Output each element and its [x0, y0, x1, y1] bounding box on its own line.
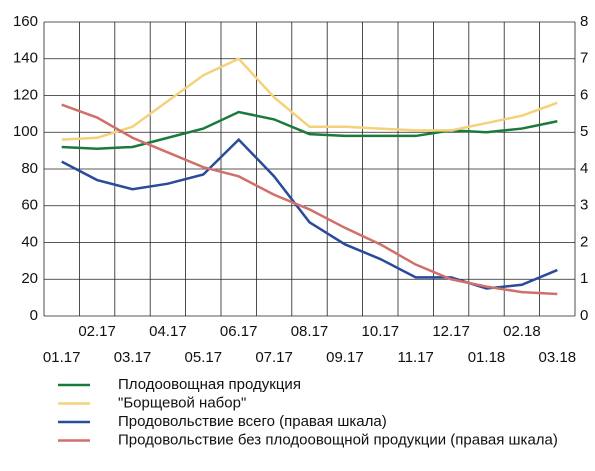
y-tick-label: 160	[13, 13, 38, 30]
y2-tick-label: 3	[580, 197, 588, 214]
x-tick-label: 03.17	[114, 349, 152, 366]
y-tick-label: 120	[13, 86, 38, 103]
x-tick-label: 12.17	[432, 323, 470, 340]
y-tick-label: 80	[21, 160, 38, 177]
x-tick-label: 07.17	[255, 349, 293, 366]
series-line	[61, 57, 558, 141]
y-tick-label: 60	[21, 197, 38, 214]
x-tick-label: 05.17	[185, 349, 223, 366]
y2-tick-label: 7	[580, 50, 588, 67]
x-tick-label: 03.18	[539, 349, 577, 366]
series-line	[61, 103, 558, 296]
series-line	[61, 137, 558, 290]
y-tick-label: 20	[21, 270, 38, 287]
x-tick-label: 06.17	[220, 323, 258, 340]
legend-label: "Борщевой набор"	[118, 394, 246, 411]
series-line	[61, 110, 558, 151]
legend-label: Плодоовощная продукция	[118, 376, 301, 393]
x-tick-label: 02.18	[503, 323, 541, 340]
y2-tick-label: 2	[580, 233, 588, 250]
y-tick-label: 40	[21, 233, 38, 250]
y-tick-label: 140	[13, 50, 38, 67]
y2-tick-label: 4	[580, 160, 588, 177]
y-tick-label: 100	[13, 123, 38, 140]
x-tick-label: 09.17	[326, 349, 364, 366]
y2-tick-label: 6	[580, 86, 588, 103]
x-tick-label: 01.17	[43, 349, 81, 366]
x-tick-label: 01.18	[468, 349, 506, 366]
y2-tick-label: 5	[580, 123, 588, 140]
y2-tick-label: 8	[580, 13, 588, 30]
x-tick-label: 11.17	[397, 349, 433, 366]
x-tick-label: 08.17	[291, 323, 329, 340]
y-tick-label: 0	[30, 307, 38, 324]
x-tick-label: 04.17	[149, 323, 187, 340]
x-tick-label: 10.17	[362, 323, 400, 340]
y2-tick-label: 1	[580, 270, 588, 287]
legend-label: Продовольствие без плодоовощной продукци…	[118, 431, 558, 448]
x-tick-label: 02.17	[78, 323, 116, 340]
y2-tick-label: 0	[580, 307, 588, 324]
legend-label: Продовольствие всего (правая шкала)	[118, 413, 387, 430]
